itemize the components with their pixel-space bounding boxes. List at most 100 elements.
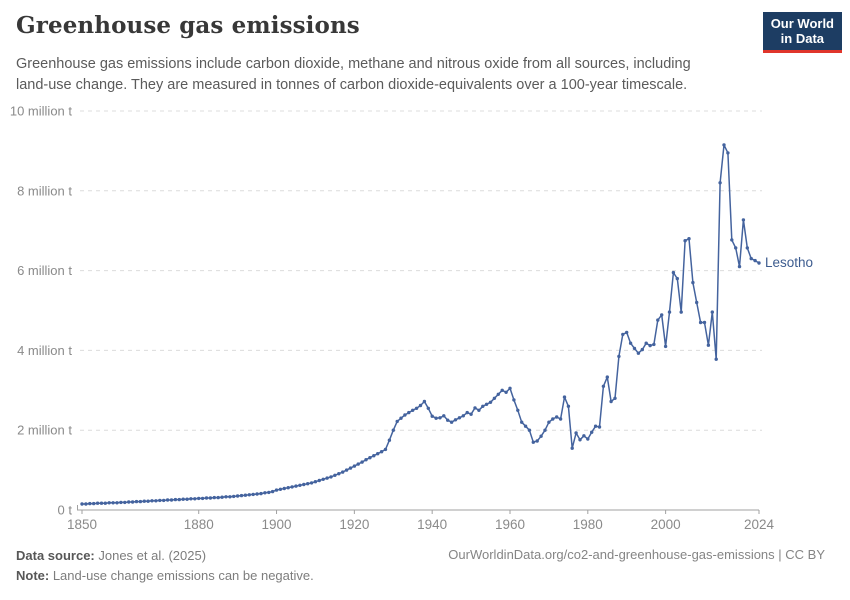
data-point-marker[interactable] [383, 447, 388, 452]
owid-logo[interactable]: Our World in Data [762, 12, 842, 53]
data-point-marker[interactable] [660, 313, 664, 317]
data-point-marker[interactable] [232, 494, 236, 499]
data-point-marker[interactable] [597, 425, 602, 429]
data-point-marker[interactable] [434, 416, 438, 420]
data-point-marker[interactable] [193, 497, 197, 501]
data-point-marker[interactable] [570, 446, 574, 450]
data-point-marker[interactable] [239, 493, 244, 498]
data-point-marker[interactable] [578, 438, 582, 442]
data-point-marker[interactable] [235, 494, 240, 498]
data-point-marker[interactable] [88, 501, 92, 506]
data-point-marker[interactable] [181, 497, 185, 501]
data-point-marker[interactable] [718, 181, 722, 185]
data-point-marker[interactable] [259, 491, 263, 496]
data-point-marker[interactable] [632, 346, 637, 351]
data-point-marker[interactable] [753, 258, 757, 263]
emissions-line[interactable] [82, 144, 760, 505]
data-point-marker[interactable] [80, 502, 84, 506]
data-point-marker[interactable] [134, 499, 139, 504]
data-point-marker[interactable] [173, 497, 178, 502]
data-point-marker[interactable] [566, 404, 571, 408]
data-point-marker[interactable] [368, 456, 372, 460]
data-point-marker[interactable] [267, 490, 271, 495]
data-point-marker[interactable] [189, 497, 193, 501]
data-point-marker[interactable] [165, 498, 170, 502]
data-point-marker[interactable] [337, 472, 341, 476]
data-point-marker[interactable] [360, 460, 364, 464]
data-point-marker[interactable] [558, 417, 563, 421]
data-point-marker[interactable] [333, 473, 337, 477]
data-point-marker[interactable] [216, 495, 220, 500]
data-point-marker[interactable] [601, 384, 606, 388]
data-point-marker[interactable] [535, 439, 539, 443]
data-point-marker[interactable] [228, 495, 232, 499]
data-point-marker[interactable] [527, 428, 532, 432]
data-point-marker[interactable] [465, 410, 469, 415]
data-point-marker[interactable] [706, 343, 711, 347]
data-point-marker[interactable] [582, 434, 586, 438]
data-point-marker[interactable] [270, 489, 275, 494]
data-point-marker[interactable] [520, 420, 524, 424]
data-point-marker[interactable] [590, 430, 594, 434]
data-point-marker[interactable] [158, 498, 162, 503]
data-point-marker[interactable] [247, 493, 251, 497]
data-point-marker[interactable] [449, 420, 454, 424]
data-point-marker[interactable] [243, 493, 248, 497]
data-point-marker[interactable] [294, 484, 298, 488]
data-point-marker[interactable] [636, 351, 641, 355]
data-point-marker[interactable] [399, 416, 403, 420]
data-point-marker[interactable] [274, 488, 279, 492]
data-point-marker[interactable] [154, 499, 158, 503]
data-point-marker[interactable] [446, 418, 450, 422]
data-point-marker[interactable] [473, 406, 477, 410]
data-point-marker[interactable] [329, 475, 333, 479]
data-point-marker[interactable] [453, 418, 458, 422]
data-point-marker[interactable] [142, 499, 146, 503]
data-point-marker[interactable] [613, 396, 617, 400]
data-point-marker[interactable] [302, 482, 306, 487]
data-point-marker[interactable] [298, 483, 302, 487]
data-point-marker[interactable] [625, 330, 629, 335]
data-point-marker[interactable] [663, 344, 668, 349]
data-point-marker[interactable] [185, 497, 189, 501]
data-point-marker[interactable] [356, 462, 360, 466]
data-point-marker[interactable] [411, 408, 415, 412]
data-point-marker[interactable] [348, 466, 353, 470]
data-point-marker[interactable] [508, 386, 512, 390]
data-point-marker[interactable] [438, 416, 442, 420]
data-point-marker[interactable] [162, 498, 166, 503]
data-point-marker[interactable] [523, 424, 528, 428]
data-point-marker[interactable] [648, 343, 652, 348]
data-point-marker[interactable] [251, 492, 255, 497]
data-point-marker[interactable] [169, 498, 174, 502]
data-point-marker[interactable] [504, 390, 508, 394]
data-point-marker[interactable] [691, 280, 695, 285]
data-point-marker[interactable] [593, 424, 598, 428]
data-point-marker[interactable] [722, 143, 726, 147]
data-point-marker[interactable] [200, 496, 205, 501]
data-point-marker[interactable] [430, 414, 434, 418]
data-point-marker[interactable] [321, 477, 325, 481]
data-point-marker[interactable] [667, 310, 672, 314]
data-point-marker[interactable] [364, 458, 368, 462]
data-point-marker[interactable] [737, 264, 742, 269]
data-point-marker[interactable] [127, 500, 131, 504]
data-point-marker[interactable] [531, 440, 535, 444]
data-point-marker[interactable] [325, 476, 329, 480]
data-point-marker[interactable] [208, 496, 213, 500]
data-point-marker[interactable] [341, 470, 345, 474]
data-point-marker[interactable] [562, 395, 567, 399]
data-point-marker[interactable] [745, 246, 749, 250]
data-point-marker[interactable] [488, 400, 493, 404]
data-point-marker[interactable] [220, 495, 224, 499]
data-point-marker[interactable] [317, 478, 321, 483]
data-point-marker[interactable] [749, 256, 753, 261]
data-point-marker[interactable] [714, 357, 718, 361]
data-point-marker[interactable] [177, 497, 181, 502]
data-point-marker[interactable] [290, 485, 294, 489]
data-point-marker[interactable] [617, 354, 621, 359]
data-point-marker[interactable] [555, 415, 559, 419]
data-point-marker[interactable] [698, 320, 703, 325]
data-point-marker[interactable] [656, 318, 660, 322]
series-label[interactable]: Lesotho [765, 255, 813, 270]
